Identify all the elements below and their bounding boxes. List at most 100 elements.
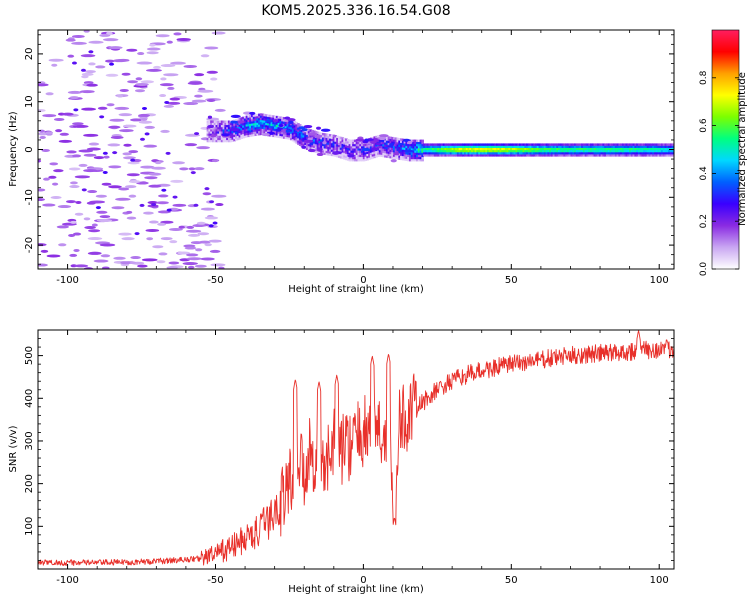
spectrogram-cell [625,147,629,151]
spectrogram-cell [435,152,439,155]
spectrogram-cell [188,167,196,171]
spectrogram-cell [325,152,329,156]
spectrogram-cell [515,145,519,148]
spectrogram-cell [384,140,387,143]
spectrogram-cell [648,154,652,157]
spectrogram-cell [375,155,378,158]
spectrogram-cell [321,143,325,147]
spectrogram-cell [405,145,409,149]
spectrogram-cell [307,148,316,153]
spectrogram-cell [254,124,258,128]
spectrogram-cell [550,147,554,151]
spectrogram-cell [629,143,632,146]
spectrogram-cell [144,125,155,129]
spectrogram-cell [559,143,563,146]
y-tick-label: 500 [24,346,35,365]
spectrogram-cell [648,147,652,151]
spectrogram-cell [247,123,251,127]
spectrogram-cell [185,229,202,233]
spectrogram-cell [613,143,616,146]
spectrogram-cell [364,156,368,159]
spectrogram-cell [334,147,338,151]
spectrogram-cell [591,145,595,148]
spectrogram-cell [648,149,652,153]
spectrogram-cell [263,126,267,130]
spectrogram-cell [128,194,137,198]
spectrogram-cell [401,155,405,159]
spectrogram-cell [348,139,352,143]
spectrogram-cell [316,152,324,157]
spectrogram-cell [400,151,403,154]
spectrogram-cell [69,185,80,189]
spectrogram-cell [325,146,329,149]
spectrogram-cell [347,154,355,158]
spectrogram-cell [652,152,655,155]
spectrogram-cell [330,145,334,148]
spectrogram-cell [337,140,341,143]
spectrogram-cell [595,149,598,153]
spectrogram-cell [346,151,350,155]
spectrogram-cell [366,151,369,154]
spectrogram-cell [215,124,219,128]
spectrogram-cell [160,64,176,68]
spectrogram-cell [581,143,584,146]
spectrogram-cell [455,147,458,151]
spectrogram-cell [70,181,78,185]
spectrogram-cell [421,150,424,153]
spectrogram-cell [389,153,393,157]
spectrogram-cell [499,154,503,157]
spectrogram-cell [357,150,361,153]
spectrogram-cell [620,147,623,151]
colorbar-tick-label: 0.2 [699,214,709,228]
spectrogram-cell [641,143,645,146]
spectrogram-cell [542,154,545,157]
x-tick-label: 50 [505,275,518,286]
spectrogram-cell [510,154,513,157]
spectrogram-cell [400,153,403,156]
spectrogram-cell [204,216,219,220]
spectrogram-cell [444,154,448,157]
spectrogram-cell [543,152,547,155]
spectrogram-cell [465,152,469,155]
spectrogram-cell [139,137,145,141]
spectrogram-cell [506,154,510,157]
spectrogram-cell [469,149,472,153]
spectrogram-cell [421,141,424,145]
spectrogram-cell [88,229,101,233]
spectrogram-cell [529,147,533,151]
spectrogram-cell [433,147,437,151]
spectrogram-cell [643,143,646,146]
spectrogram-cell [83,217,91,221]
spectrogram-cell [219,139,222,143]
spectrogram-cell [620,152,623,155]
spectrogram-cell [252,129,256,132]
spectrogram-cell [343,150,346,154]
spectrogram-cell [639,149,643,153]
spectrogram-cell [538,149,542,153]
spectrogram-cell [343,140,346,143]
spectrogram-cell [483,154,487,157]
spectrogram-cell [266,119,273,123]
spectrogram-cell [398,157,401,160]
spectrogram-cell [357,141,361,145]
spectrogram-cell [621,149,625,153]
spectrogram-cell [309,146,313,149]
spectrogram-cell [217,124,220,128]
spectrogram-cell [598,143,602,146]
spectrogram-cell [414,158,417,162]
spectrogram-cell [172,195,178,199]
spectrogram-cell [170,61,186,65]
spectrogram-cell [87,251,102,255]
spectrogram-cell [339,149,343,153]
spectrogram-cell [497,152,501,155]
spectrogram-cell [95,65,106,69]
spectrogram-cell [495,149,499,153]
spectrogram-cell [579,149,582,153]
spectrogram-cell [339,156,343,159]
spectrogram-cell [499,145,503,148]
spectrogram-cell [290,124,293,128]
spectrogram-cell [403,153,407,157]
spectrogram-cell [96,219,113,223]
spectrogram-cell [497,147,501,151]
spectrogram-cell [210,77,218,81]
